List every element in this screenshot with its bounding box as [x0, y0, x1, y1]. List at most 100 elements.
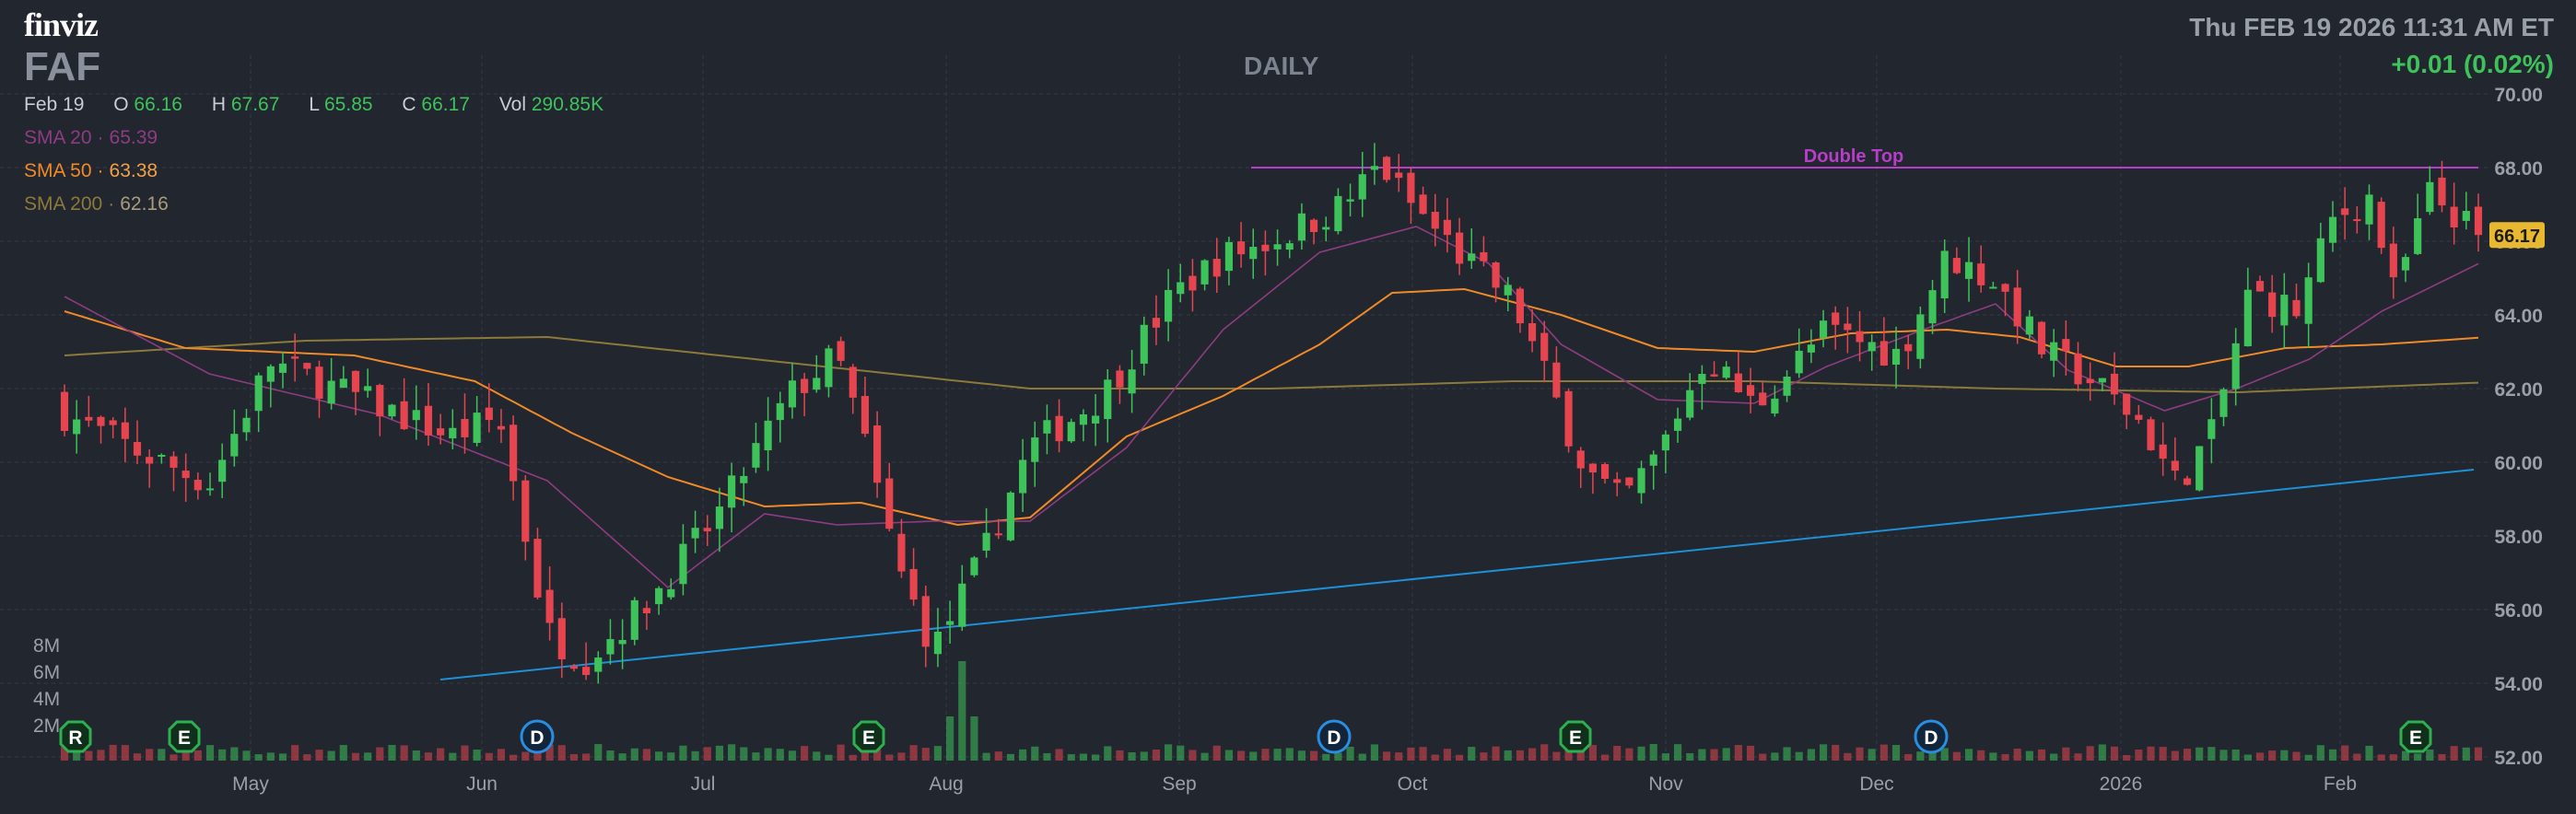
y-tick-label: 54.00: [2494, 674, 2543, 695]
volume-bar: [412, 750, 420, 761]
candle-body: [85, 416, 93, 421]
candle-body: [2292, 299, 2301, 317]
y-tick-label: 62.00: [2494, 379, 2543, 401]
dividend-icon[interactable]: D: [1317, 719, 1352, 754]
candle-body: [788, 380, 797, 408]
volume-bar: [2280, 750, 2289, 761]
volume-bar: [1722, 748, 1730, 761]
candle-body: [1686, 390, 1694, 418]
candle-body: [1322, 227, 1330, 230]
volume-bar: [801, 746, 809, 761]
period-label[interactable]: DAILY: [1244, 52, 1319, 80]
volume-bar: [158, 749, 166, 761]
candle-body: [909, 568, 918, 600]
y-tick-label: 64.00: [2494, 306, 2543, 327]
sma20-legend[interactable]: SMA 20 · 65.39: [24, 127, 158, 149]
candle-body: [1964, 262, 1973, 279]
volume-bar: [1297, 750, 1306, 761]
sma200-legend[interactable]: SMA 200 · 62.16: [24, 193, 169, 215]
volume-bar: [1649, 744, 1657, 761]
volume-bar: [170, 754, 178, 761]
earnings-icon[interactable]: E: [852, 720, 885, 753]
volume-bar: [2098, 744, 2106, 761]
candle-body: [1140, 324, 1148, 364]
candle-body: [412, 410, 420, 421]
sma50-legend[interactable]: SMA 50 · 63.38: [24, 160, 158, 182]
volume-bar: [1358, 753, 1366, 761]
volume-bar: [1856, 747, 1864, 761]
candle-body: [497, 425, 506, 430]
volume-bar: [861, 751, 870, 761]
candle-body: [1297, 213, 1306, 241]
volume-bar: [449, 752, 457, 761]
volume-bar: [1771, 752, 1779, 761]
volume-bar: [278, 753, 287, 761]
volume-bar: [1600, 754, 1610, 761]
candle-body: [388, 404, 396, 417]
y-tick-label: 56.00: [2494, 600, 2543, 622]
dividend-icon[interactable]: D: [520, 719, 555, 754]
volume-bar: [1673, 744, 1682, 761]
last-price-marker: 66.17: [2489, 222, 2545, 249]
candle-body: [849, 366, 857, 398]
candle-body: [1661, 434, 1669, 451]
candle-body: [2098, 378, 2106, 383]
event-marker-label: E: [862, 727, 875, 749]
volume-bar: [521, 751, 530, 761]
sma20-value: 65.39: [109, 127, 158, 148]
candle-body: [2438, 177, 2446, 206]
rating-icon[interactable]: R: [59, 720, 92, 753]
candle-body: [1165, 289, 1173, 322]
candle-body: [193, 480, 202, 491]
finviz-logo[interactable]: finviz: [24, 6, 99, 43]
volume-bar: [388, 744, 396, 761]
volume-bar: [1576, 751, 1585, 761]
candle-body: [146, 457, 154, 464]
candle-body: [2037, 321, 2046, 355]
earnings-icon[interactable]: E: [1559, 720, 1592, 753]
candle-body: [1649, 454, 1657, 466]
x-tick-label: Aug: [929, 773, 963, 795]
dividend-icon[interactable]: D: [1914, 719, 1949, 754]
volume-bar: [2450, 746, 2458, 761]
volume-bar: [2268, 750, 2277, 761]
candle-body: [618, 640, 626, 645]
candle-body: [1031, 437, 1039, 462]
volume-bar: [1783, 747, 1791, 761]
candle-body: [921, 596, 930, 647]
volume-bar: [582, 753, 591, 761]
candle-body: [630, 599, 638, 640]
candle-body: [557, 618, 566, 659]
sma200-sep: ·: [108, 193, 115, 215]
volume-bar: [2474, 747, 2483, 761]
earnings-icon[interactable]: E: [2399, 720, 2432, 753]
candle-body: [2414, 218, 2422, 254]
volume-bar: [1370, 744, 1378, 761]
volume-bar: [1528, 748, 1537, 761]
volume-bar: [837, 744, 845, 761]
volume-bar: [642, 749, 651, 761]
candle-body: [691, 528, 699, 539]
volume-tick-label: 6M: [33, 662, 60, 683]
volume-bar: [254, 754, 263, 761]
candle-body: [970, 557, 978, 576]
volume-bar: [1079, 753, 1088, 761]
candle-body: [1468, 253, 1476, 262]
volume-bar: [73, 749, 81, 761]
candle-body: [1868, 342, 1876, 352]
volume-bar: [1006, 753, 1015, 761]
candle-body: [1771, 398, 1779, 414]
volume-bar: [1940, 748, 1949, 761]
volume-bar: [2013, 749, 2021, 761]
candle-body: [230, 434, 239, 457]
volume-bar: [2123, 754, 2131, 761]
x-tick-label: Nov: [1648, 773, 1683, 795]
candle-body: [1370, 166, 1378, 170]
volume-bar: [193, 750, 202, 761]
earnings-icon[interactable]: E: [168, 720, 201, 753]
volume-bar: [2365, 745, 2373, 761]
x-tick-label: Jun: [466, 773, 498, 795]
x-tick-label: 2026: [2100, 773, 2143, 795]
candle-body: [1819, 320, 1828, 339]
